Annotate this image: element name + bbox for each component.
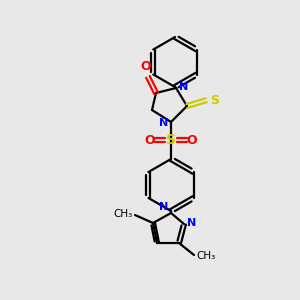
Text: O: O [187,134,197,146]
Text: O: O [141,60,151,73]
Text: N: N [159,118,168,128]
Text: S: S [210,94,219,107]
Text: CH₃: CH₃ [114,209,133,219]
Text: N: N [179,82,188,92]
Text: CH₃: CH₃ [196,251,215,261]
Text: O: O [145,134,155,146]
Text: S: S [166,133,176,147]
Text: N: N [187,218,196,228]
Text: N: N [159,202,168,212]
